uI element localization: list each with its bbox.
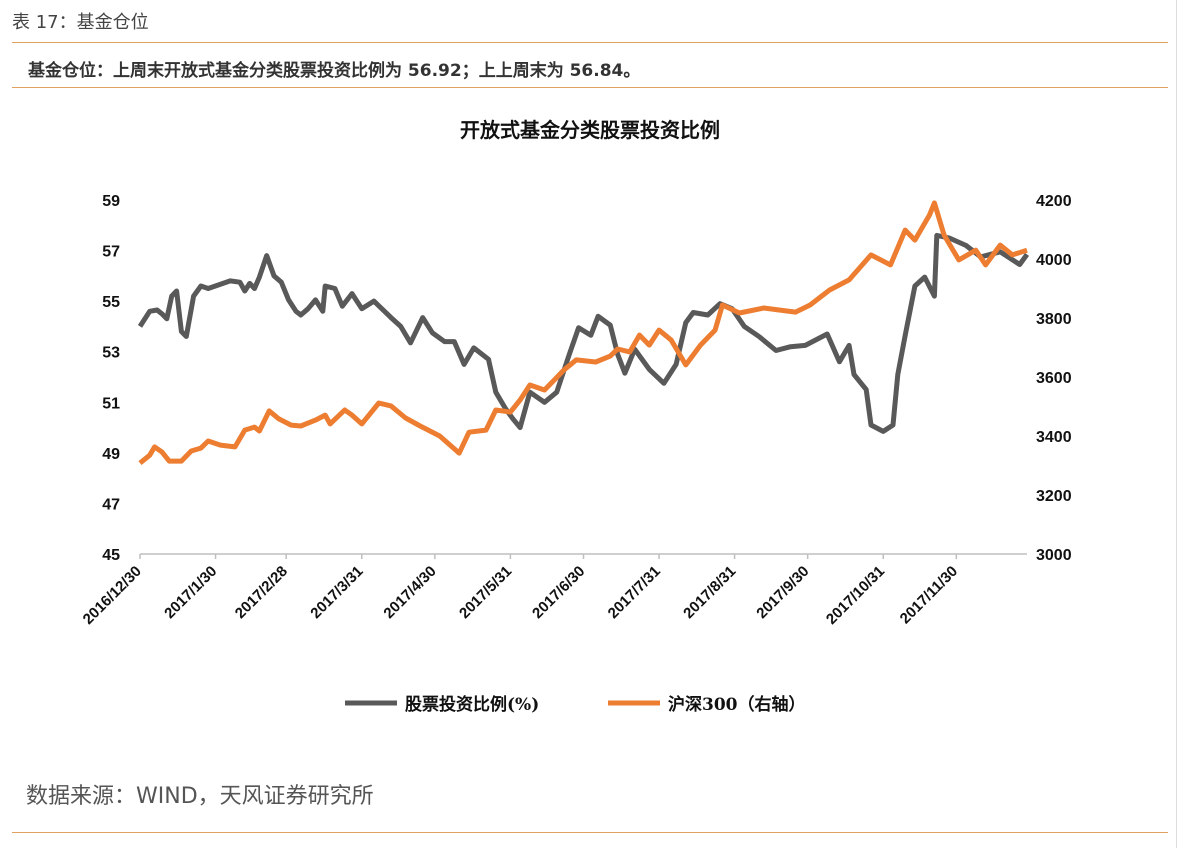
x-tick-label: 2017/7/31 — [605, 563, 664, 622]
y-left-tick-label: 51 — [102, 395, 120, 412]
x-tick-label: 2017/11/30 — [897, 563, 962, 628]
divider-middle — [12, 87, 1168, 88]
table-caption: 表 17：基金仓位 — [12, 12, 149, 33]
legend-label-csi300: 沪深300（右轴） — [668, 694, 806, 715]
y-right-tick-label: 3600 — [1036, 370, 1072, 387]
x-tick-label: 2017/4/30 — [380, 563, 439, 622]
x-tick-label: 2016/12/30 — [80, 563, 145, 628]
y-right-tick-label: 3400 — [1036, 429, 1072, 446]
x-tick-label: 2017/6/30 — [529, 563, 588, 622]
y-left-tick-label: 57 — [102, 244, 120, 261]
y-right-tick-label: 4200 — [1036, 193, 1072, 210]
y-left-tick-label: 59 — [102, 193, 120, 210]
x-tick-label: 2017/9/30 — [753, 563, 812, 622]
x-tick-label: 2017/2/28 — [232, 563, 291, 622]
y-left-tick-label: 49 — [102, 446, 120, 463]
page-edge — [1176, 0, 1177, 848]
y-left-tick-label: 47 — [102, 496, 120, 513]
summary-text: 基金仓位：上周末开放式基金分类股票投资比例为 56.92；上上周末为 56.84… — [28, 61, 641, 81]
x-tick-label: 2017/3/31 — [307, 563, 366, 622]
divider-bottom — [12, 832, 1168, 833]
x-tick-label: 2017/5/31 — [456, 563, 515, 622]
y-left-tick-label: 55 — [102, 294, 120, 311]
y-right-tick-label: 3200 — [1036, 488, 1072, 505]
y-right-tick-label: 4000 — [1036, 252, 1072, 269]
x-tick-label: 2017/1/30 — [161, 563, 220, 622]
x-tick-label: 2017/10/31 — [823, 563, 888, 628]
series-line-equity-ratio — [137, 232, 1030, 434]
y-left-tick-label: 53 — [102, 345, 120, 362]
series-line-csi300 — [138, 200, 1028, 466]
legend-label-equity-ratio: 股票投资比例(%) — [405, 694, 539, 715]
y-left-tick-label: 45 — [102, 547, 120, 564]
source-note: 数据来源：WIND，天风证券研究所 — [26, 784, 374, 809]
chart-title: 开放式基金分类股票投资比例 — [460, 118, 720, 142]
divider-top — [12, 42, 1168, 43]
x-tick-label: 2017/8/31 — [680, 563, 739, 622]
y-right-tick-label: 3000 — [1036, 547, 1072, 564]
y-right-tick-label: 3800 — [1036, 311, 1072, 328]
